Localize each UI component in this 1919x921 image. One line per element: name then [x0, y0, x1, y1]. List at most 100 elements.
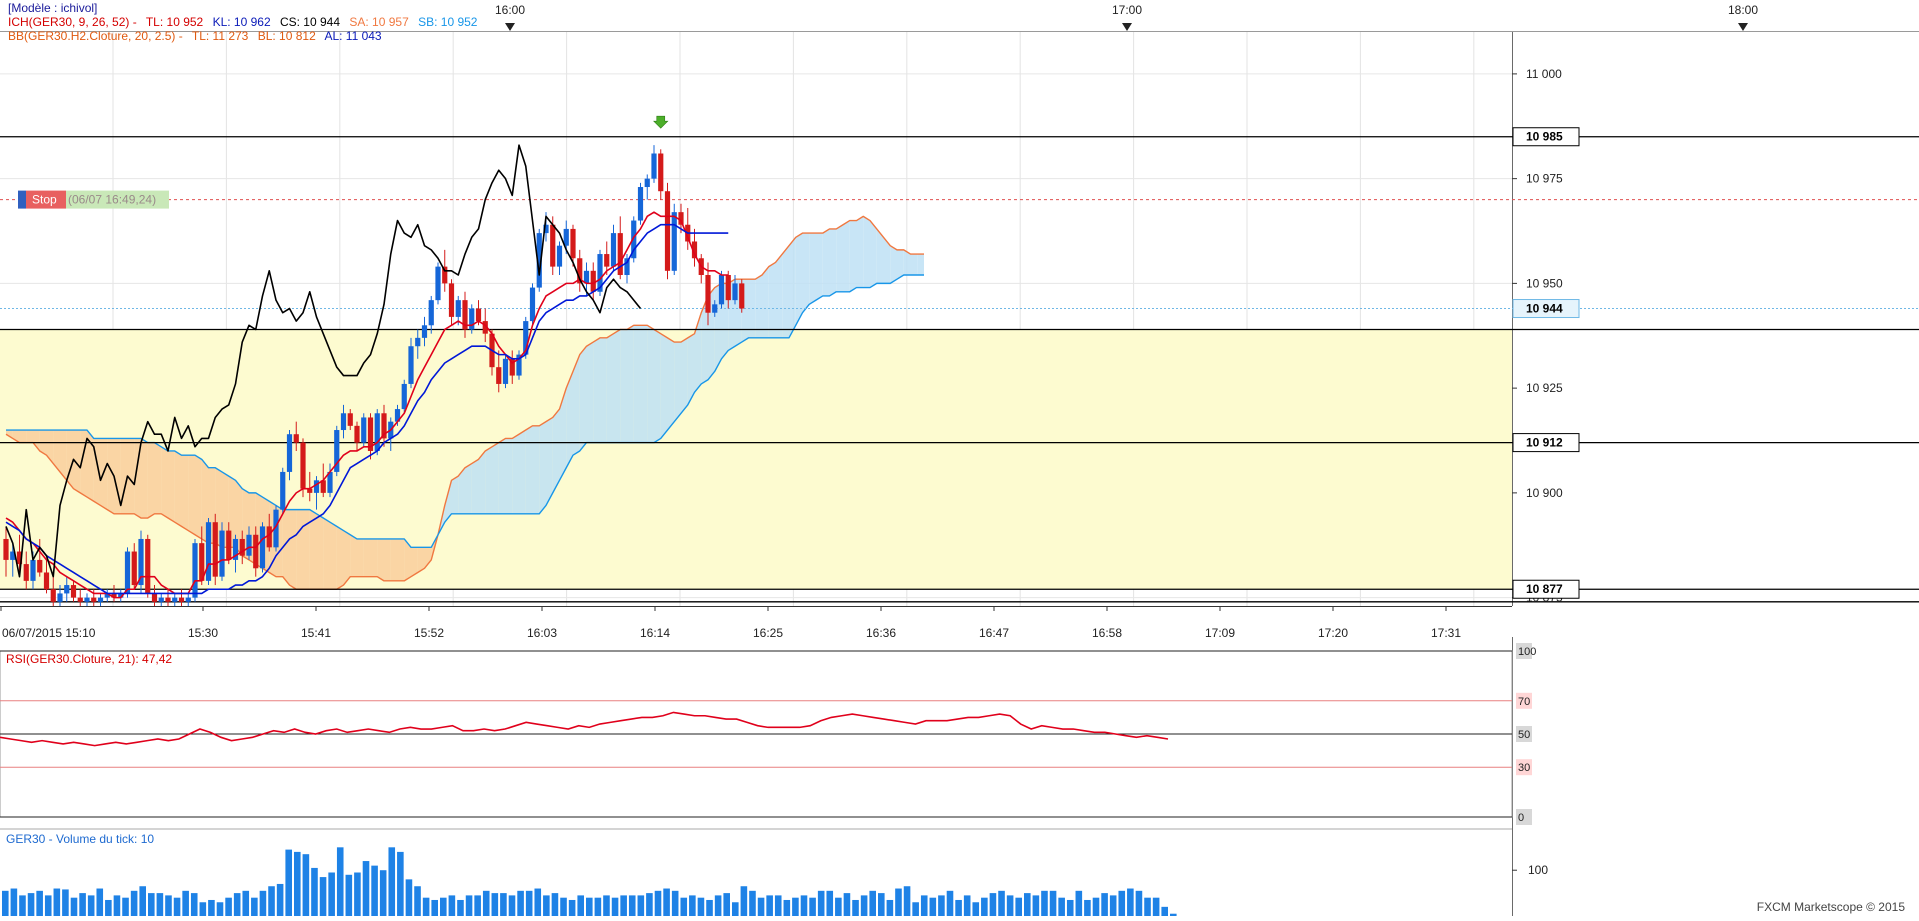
candle-body: [205, 522, 212, 581]
bollinger-title: BB(GER30.H2.Cloture, 20, 2.5) -: [8, 29, 183, 43]
volume-label: GER30 - Volume du tick: 10: [6, 832, 154, 846]
volume-bar: [130, 890, 138, 916]
volume-bar: [87, 895, 95, 916]
ichimoku-cloud-segment: [350, 534, 357, 577]
stop-order-handle: [18, 190, 26, 209]
volume-bar: [1152, 897, 1160, 916]
volume-bar: [27, 893, 35, 916]
ichimoku-cloud-segment: [809, 233, 816, 305]
volume-bar: [345, 874, 353, 916]
rsi-tick-label: 100: [1518, 646, 1536, 658]
candle-body: [219, 530, 225, 577]
ichimoku-cloud-segment: [384, 538, 391, 581]
ichimoku-cloud-segment: [141, 438, 148, 519]
price-level-label: 10 985: [1526, 130, 1563, 144]
ichimoku-cloud-segment: [620, 329, 627, 443]
volume-tick-label: 100: [1528, 863, 1548, 877]
candle-body: [617, 233, 623, 276]
volume-bar: [826, 890, 834, 916]
ichimoku-cloud-segment: [539, 421, 546, 514]
volume-bar: [190, 893, 198, 916]
candle-body: [151, 593, 158, 602]
rsi-tick-badge: [1516, 643, 1532, 659]
ichimoku-sa: SA: 10 957: [349, 15, 409, 29]
ichimoku-cloud-segment: [19, 430, 27, 443]
x-time-label: 16:25: [753, 626, 783, 640]
volume-bar: [920, 895, 928, 916]
top-time-label: 18:00: [1728, 3, 1758, 17]
ichimoku-cloud-segment: [188, 455, 195, 535]
ichimoku-cloud-segment: [795, 233, 803, 326]
ichimoku-cloud-segment: [849, 220, 857, 292]
ichimoku-cloud-segment: [343, 530, 351, 586]
stop-order-badge: [26, 190, 66, 209]
volume-bar: [199, 902, 207, 916]
kijun-line: [5, 223, 729, 595]
candle-body: [10, 551, 16, 560]
ichimoku-cloud-segment: [552, 409, 560, 493]
top-time-marker: [1122, 23, 1132, 31]
volume-bar: [620, 895, 627, 916]
candle-body: [718, 275, 725, 305]
ichimoku-cloud-segment: [181, 455, 189, 531]
candle-body: [550, 224, 556, 267]
ichimoku-cloud-segment: [134, 438, 141, 519]
volume-bar: [79, 893, 86, 916]
chikou-span-line: [5, 144, 642, 578]
ichimoku-cloud-segment: [606, 333, 614, 443]
ichimoku-cloud-segment: [397, 538, 405, 581]
volume-bar: [929, 897, 937, 916]
volume-bar: [723, 893, 730, 916]
candle-body: [340, 413, 347, 431]
ichimoku-cloud-segment: [357, 538, 364, 577]
volume-bar: [525, 890, 533, 916]
candle-body: [421, 325, 428, 338]
ichimoku-cloud-segment: [775, 254, 783, 338]
ichimoku-cloud-segment: [12, 430, 20, 443]
volume-bar: [577, 895, 584, 916]
candle-body: [725, 275, 731, 301]
volume-bar: [319, 877, 327, 916]
candle-body: [496, 367, 502, 384]
candle-body: [280, 471, 286, 510]
ichimoku-cloud-segment: [87, 430, 94, 502]
rsi-tick-label: 0: [1518, 812, 1524, 824]
x-axis-bar: [0, 606, 1919, 637]
candle-body: [394, 409, 401, 422]
volume-bar: [878, 893, 885, 916]
candle-body: [381, 413, 387, 439]
ichimoku-cloud-segment: [296, 509, 303, 590]
candle-body: [37, 559, 43, 573]
volume-bar: [680, 897, 688, 916]
candle-body: [259, 526, 266, 569]
volume-bar: [757, 897, 765, 916]
ichimoku-cloud-segment: [701, 295, 708, 384]
ichimoku-cloud-segment: [174, 450, 182, 527]
x-time-label: 06/07/2015 15:10: [2, 626, 96, 640]
x-time-label: 17:09: [1205, 626, 1235, 640]
ichimoku-cloud-segment: [127, 438, 135, 514]
candle-body: [590, 270, 596, 292]
ichimoku-cloud-segment: [458, 467, 465, 514]
volume-bar: [414, 886, 421, 916]
rsi-tick-label: 50: [1518, 729, 1530, 741]
ichimoku-cloud-segment: [417, 547, 425, 573]
candle-body: [307, 488, 313, 493]
ichimoku-cloud-segment: [674, 342, 681, 422]
candle-body: [172, 597, 178, 602]
senkou-span-a-line: [5, 215, 924, 590]
volume-bar: [457, 899, 464, 916]
candle-body: [131, 551, 137, 586]
volume-bar: [379, 870, 387, 916]
volume-bar: [663, 888, 670, 916]
volume-bar: [311, 867, 318, 916]
ichimoku-title: ICH(GER30, 9, 26, 52) -: [8, 15, 137, 29]
ichimoku-cloud-segment: [282, 509, 290, 586]
candle-body: [138, 538, 144, 586]
volume-bar: [354, 872, 361, 916]
rsi-label: RSI(GER30.Cloture, 21): 47,42: [6, 652, 172, 666]
price-tick-label: 10 925: [1526, 381, 1563, 395]
price-axis-panel: [1512, 32, 1919, 916]
